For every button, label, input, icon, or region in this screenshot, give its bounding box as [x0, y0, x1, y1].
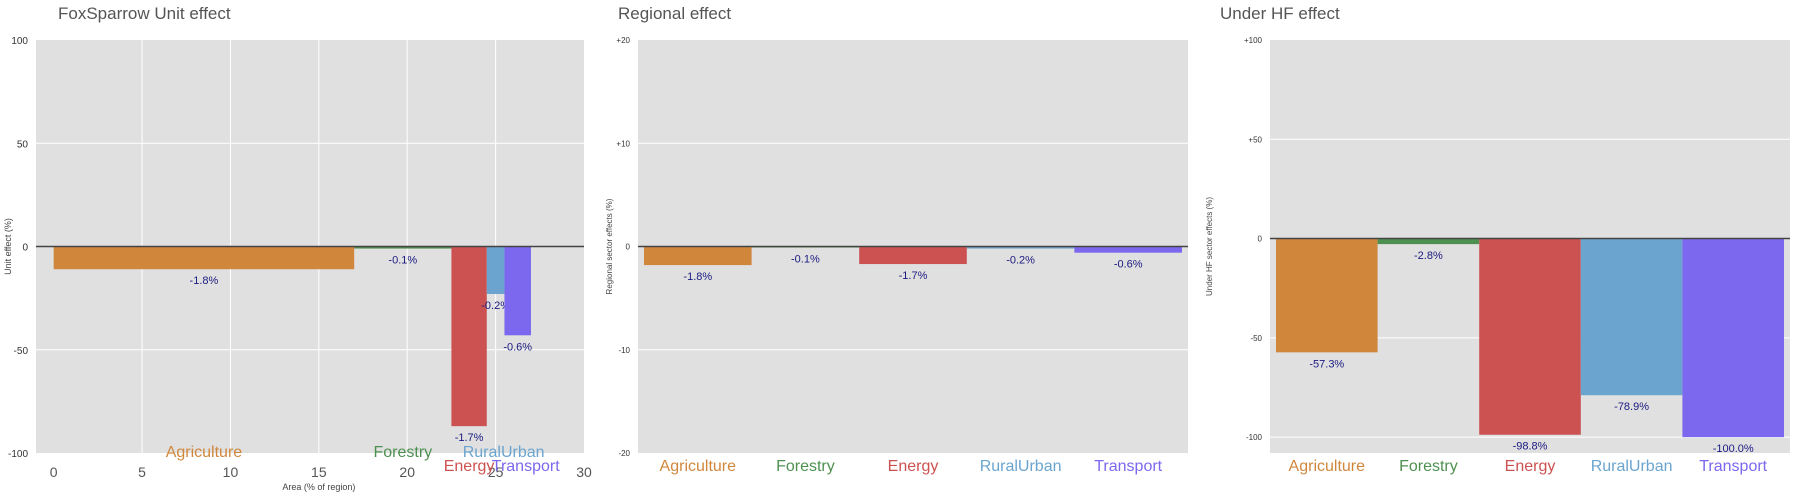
data-label: -1.7%: [455, 432, 484, 444]
data-label: -0.6%: [1114, 259, 1143, 271]
chart-title: FoxSparrow Unit effect: [58, 4, 231, 23]
y-tick-label: -100: [8, 449, 28, 460]
y-axis-label: Regional sector effects (%): [605, 198, 614, 294]
y-tick-label: 0: [22, 243, 28, 254]
x-tick-label: 20: [399, 464, 415, 480]
bar-agriculture: [53, 246, 355, 270]
y-tick-label: 0: [626, 243, 631, 252]
bar-forestry: [354, 246, 452, 249]
y-tick-label: -100: [1246, 433, 1263, 442]
category-label-ruralurban: RuralUrban: [463, 444, 545, 461]
category-label-agriculture: Agriculture: [660, 458, 737, 475]
bar-ruralurban: [1580, 238, 1683, 396]
category-label-transport: Transport: [1094, 458, 1162, 475]
data-label: -100.0%: [1713, 443, 1754, 455]
chart-panel-unit-effect: FoxSparrow Unit effect -1.8% -0.1% -1.7% -0…: [0, 0, 600, 500]
x-tick-label: 30: [576, 464, 592, 480]
x-tick-label: 15: [311, 464, 327, 480]
bar-ruralurban: [966, 246, 1075, 249]
data-label: -1.7%: [899, 270, 928, 282]
x-tick-label: 10: [223, 464, 239, 480]
category-label-agriculture: Agriculture: [166, 444, 243, 461]
bar-agriculture: [1276, 238, 1378, 353]
category-label-forestry: Forestry: [373, 444, 432, 461]
y-tick-label: +20: [616, 36, 630, 45]
data-label: -0.1%: [388, 255, 417, 267]
y-tick-label: +10: [616, 139, 630, 148]
y-tick-label: +100: [1244, 36, 1263, 45]
y-axis-label: Unit effect (%): [3, 218, 13, 275]
data-label: -0.1%: [791, 254, 820, 266]
data-label: -0.6%: [503, 341, 532, 353]
under-hf-effect-chart: -57.3% Agriculture -2.8% Forestry -98.8% Ener…: [1205, 36, 1790, 475]
category-label-transport: Transport: [1699, 458, 1767, 475]
y-tick-label: 50: [17, 139, 29, 150]
bar-energy: [451, 246, 487, 427]
chart-title: Regional effect: [618, 4, 732, 23]
chart-panel-under-hf-effect: Under HF effect -57.3% Agriculture -2.8% Fo…: [1200, 0, 1800, 500]
y-tick-label: -50: [1250, 334, 1262, 343]
y-axis-label: Under HF sector effects (%): [1205, 197, 1214, 296]
x-axis-label: Area (% of region): [282, 482, 355, 492]
x-tick-label: 25: [488, 464, 504, 480]
bar-transport: [504, 246, 531, 336]
x-tick-label: 0: [50, 464, 58, 480]
category-label-energy: Energy: [888, 458, 939, 475]
y-tick-label: +50: [1248, 135, 1262, 144]
category-label-transport: Transport: [492, 458, 560, 475]
category-label-ruralurban: RuralUrban: [980, 458, 1062, 475]
data-label: -1.8%: [683, 271, 712, 283]
data-label: -1.8%: [190, 275, 219, 287]
y-tick-label: -50: [14, 346, 29, 357]
y-tick-label: -20: [618, 449, 630, 458]
bar-forestry: [1377, 238, 1480, 245]
regional-effect-chart: -1.8% Agriculture -0.1% Forestry -1.7% Energy…: [605, 36, 1188, 475]
y-tick-label: 100: [11, 36, 28, 47]
bar-transport: [1682, 238, 1784, 438]
bar-ruralurban: [486, 246, 505, 294]
data-label: -0.2%: [1006, 255, 1035, 267]
data-label: -0.2%: [481, 300, 510, 312]
bar-transport: [1074, 246, 1182, 253]
data-label: -57.3%: [1309, 358, 1344, 370]
data-label: -78.9%: [1614, 401, 1649, 413]
bar-energy: [1479, 238, 1581, 435]
category-label-energy: Energy: [444, 458, 495, 475]
data-label: -2.8%: [1414, 250, 1443, 262]
x-tick-label: 5: [138, 464, 146, 480]
bar-agriculture: [644, 246, 752, 266]
unit-effect-chart: -1.8% -0.1% -1.7% -0.2% -0.6% 100 50 0 -50 -100 0 5…: [3, 36, 592, 492]
chart-title: Under HF effect: [1220, 4, 1340, 23]
data-label: -98.8%: [1513, 441, 1548, 453]
category-label-agriculture: Agriculture: [1289, 458, 1366, 475]
category-label-forestry: Forestry: [776, 458, 835, 475]
y-tick-label: 0: [1258, 235, 1263, 244]
chart-panel-regional-effect: Regional effect -1.8% Agriculture -0.1% For…: [600, 0, 1200, 500]
y-tick-label: -10: [618, 346, 630, 355]
category-label-forestry: Forestry: [1399, 458, 1458, 475]
category-label-ruralurban: RuralUrban: [1591, 458, 1673, 475]
category-label-energy: Energy: [1505, 458, 1556, 475]
bar-energy: [859, 246, 967, 265]
